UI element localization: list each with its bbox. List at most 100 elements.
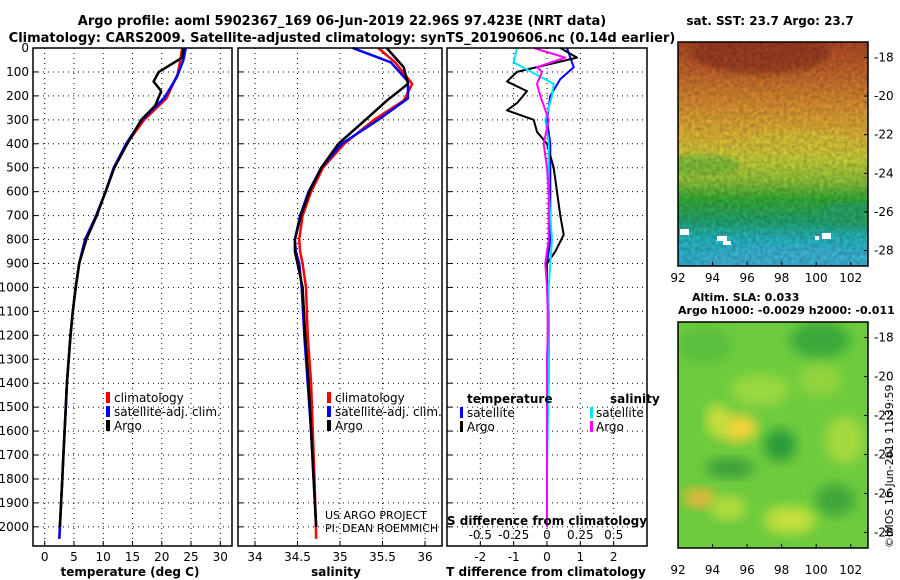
series-line-satellite-adj-clim (58, 47, 188, 539)
legend-title-temperature: temperature (467, 392, 552, 406)
map-x-tick-label: 98 (774, 271, 789, 285)
map-y-tick-label: -24 (874, 448, 894, 462)
s-tick-label: -0.5 (469, 528, 492, 542)
depth-tick-label: 0 (21, 41, 29, 55)
depth-tick-label: 800 (6, 233, 29, 247)
sla-map-panel: Altim. SLA: 0.033 Argo h1000: -0.0029 h2… (670, 291, 894, 577)
legend-label-t-argo: Argo (467, 420, 495, 434)
salinity-xlabel: salinity (311, 565, 361, 579)
series-line-argo (293, 47, 410, 527)
x-tick-label: 5 (70, 550, 78, 564)
legend-label-s-argo: Argo (596, 420, 624, 434)
depth-tick-label: 400 (6, 137, 29, 151)
legend-swatch-t-satellite (460, 407, 463, 418)
s-tick-label: 0.25 (567, 528, 594, 542)
x-tick-label: 36 (417, 550, 432, 564)
depth-tick-label: 1400 (0, 376, 29, 390)
legend-label-climatology: climatology (335, 391, 405, 405)
map-y-tick-label: -22 (874, 128, 894, 142)
x-tick-label: 35 (332, 550, 347, 564)
map-x-tick-label: 92 (670, 563, 685, 577)
credit-line-2: PI: DEAN ROEMMICH (325, 522, 438, 535)
map-y-tick-label: -18 (874, 50, 894, 64)
depth-tick-label: 1600 (0, 424, 29, 438)
depth-tick-label: 200 (6, 89, 29, 103)
map-y-tick-label: -22 (874, 409, 894, 423)
map-x-tick-label: 92 (670, 271, 685, 285)
legend-swatch-satellite (327, 406, 331, 417)
sla-map-title: Altim. SLA: 0.033 (692, 291, 799, 304)
map-x-tick-label: 102 (839, 271, 862, 285)
x-tick-label: 34.5 (284, 550, 311, 564)
series-line-argo (58, 47, 185, 527)
x-tick-label: 10 (96, 550, 111, 564)
legend-label-satellite: satellite-adj. clim. (114, 405, 221, 419)
legend-label-satellite: satellite-adj. clim. (335, 405, 442, 419)
map-x-tick-label: 98 (774, 563, 789, 577)
x-tick-label: -2 (474, 550, 486, 564)
temperature-legend: climatology satellite-adj. clim. Argo (106, 391, 221, 433)
s-difference-tick-labels: -0.5 -0.25 0 0.25 0.5 (469, 528, 624, 542)
figure-subtitle: Climatology: CARS2009. Satellite-adjuste… (9, 31, 676, 46)
depth-tick-label: 1000 (0, 280, 29, 294)
map-x-tick-label: 102 (839, 563, 862, 577)
legend-label-climatology: climatology (114, 391, 184, 405)
map-y-tick-label: -28 (874, 525, 894, 539)
depth-tick-label: 700 (6, 209, 29, 223)
credit-line-1: US ARGO PROJECT (325, 509, 427, 522)
sst-map-image (678, 42, 868, 266)
legend-swatch-argo (327, 420, 331, 431)
depth-tick-label: 2000 (0, 520, 29, 534)
difference-xlabel: T difference from climatology (446, 565, 646, 579)
x-tick-label: 2 (610, 550, 618, 564)
legend-label-argo: Argo (114, 419, 142, 433)
x-tick-label: 35.5 (369, 550, 396, 564)
map-x-tick-label: 100 (805, 271, 828, 285)
difference-legend: temperature salinity satellite Argo sate… (460, 392, 660, 434)
s-tick-label: 0.5 (604, 528, 623, 542)
map-x-tick-label: 96 (739, 271, 754, 285)
legend-swatch-argo (106, 420, 110, 431)
map-x-tick-label: 94 (705, 271, 720, 285)
series-line-s-argo (533, 47, 567, 527)
difference-panel: -2 -1 0 1 2 (446, 47, 648, 564)
sla-map-image (678, 322, 868, 548)
temperature-panel: 0 5 10 15 20 25 30 (32, 47, 233, 564)
map-y-tick-label: -26 (874, 205, 894, 219)
legend-label-s-satellite: satellite (596, 406, 644, 420)
x-tick-label: 30 (213, 550, 228, 564)
x-tick-label: 15 (125, 550, 140, 564)
sst-map-panel: sat. SST: 23.7 Argo: 23.7 92 94 96 98 100 102… (670, 14, 894, 285)
legend-swatch-t-argo (460, 421, 463, 432)
depth-tick-label: 600 (6, 185, 29, 199)
sst-map-frame (677, 41, 869, 267)
legend-swatch-climatology (106, 392, 110, 403)
legend-swatch-climatology (327, 392, 331, 403)
map-y-tick-label: -26 (874, 486, 894, 500)
legend-swatch-s-satellite (590, 407, 593, 418)
salinity-panel: 34 34.5 35 35.5 36 (237, 46, 443, 564)
map-y-tick-label: -20 (874, 370, 894, 384)
legend-label-t-satellite: satellite (467, 406, 515, 420)
depth-tick-label: 900 (6, 257, 29, 271)
series-line-climatology (58, 47, 184, 539)
depth-tick-labels: 0 100 200 300 400 500 600 700 800 900 1000 1100 1200… (0, 41, 29, 534)
legend-swatch-satellite (106, 406, 110, 417)
x-tick-label: 0 (543, 550, 551, 564)
x-tick-label: 25 (183, 550, 198, 564)
depth-tick-label: 1500 (0, 400, 29, 414)
depth-tick-label: 300 (6, 113, 29, 127)
depth-tick-label: 100 (6, 65, 29, 79)
s-difference-axis-title: S difference from climatology (447, 514, 647, 528)
map-y-tick-label: -28 (874, 244, 894, 258)
sst-map-title: sat. SST: 23.7 Argo: 23.7 (686, 14, 853, 28)
depth-tick-label: 1100 (0, 304, 29, 318)
s-tick-label: 0 (543, 528, 551, 542)
depth-tick-label: 1700 (0, 448, 29, 462)
x-tick-label: -1 (508, 550, 520, 564)
map-y-tick-label: -24 (874, 166, 894, 180)
map-y-tick-label: -20 (874, 89, 894, 103)
depth-tick-label: 1300 (0, 352, 29, 366)
salinity-legend: climatology satellite-adj. clim. Argo (327, 391, 442, 433)
